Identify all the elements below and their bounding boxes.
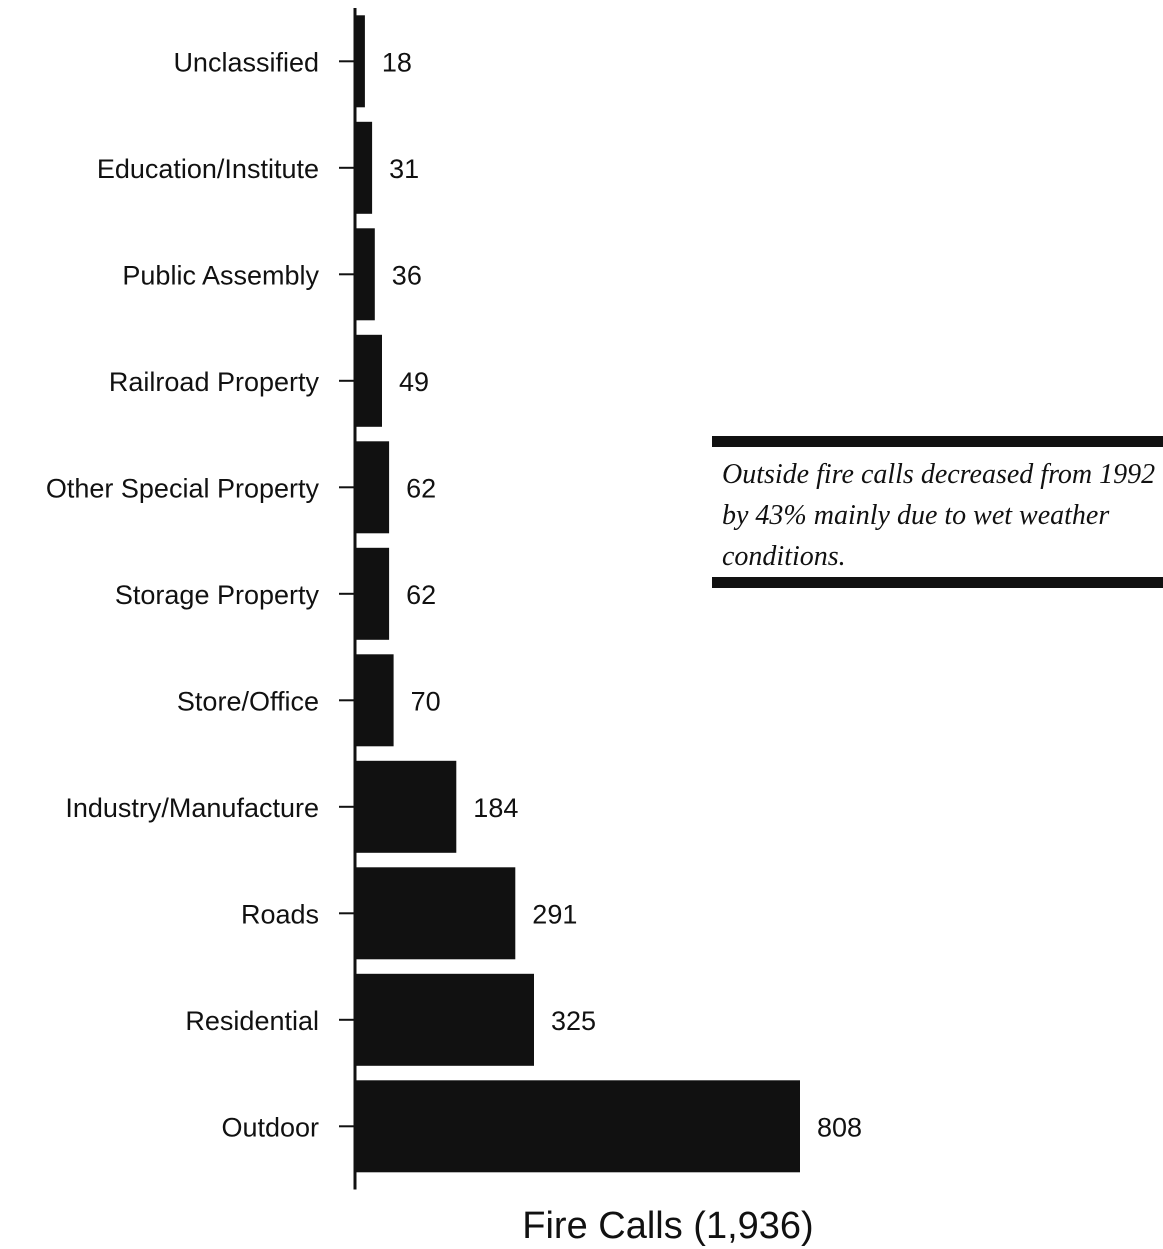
category-label-1: Education/Institute — [97, 154, 319, 184]
category-label-3: Railroad Property — [109, 367, 320, 397]
value-label-5: 62 — [406, 580, 436, 610]
category-label-2: Public Assembly — [122, 260, 319, 290]
category-label-8: Roads — [241, 899, 319, 929]
value-label-2: 36 — [392, 260, 422, 290]
bar-8 — [355, 867, 516, 960]
value-label-9: 325 — [551, 1006, 596, 1036]
value-labels-group: 18 31 36 49 62 62 70 184 291 325 808 — [382, 47, 862, 1142]
category-label-6: Store/Office — [177, 686, 319, 716]
bar-9 — [355, 973, 534, 1066]
bar-3 — [355, 334, 382, 427]
value-label-10: 808 — [817, 1112, 862, 1142]
bar-1 — [355, 121, 373, 214]
category-label-7: Industry/Manufacture — [65, 793, 319, 823]
category-label-9: Residential — [185, 1006, 319, 1036]
annotation-text: Outside fire calls decreased from 1992 b… — [722, 459, 1156, 572]
bar-0 — [355, 15, 365, 108]
bars-group — [355, 15, 800, 1173]
annotation-top-rule — [712, 436, 1163, 447]
annotation-box: Outside fire calls decreased from 1992 b… — [712, 436, 1163, 588]
value-label-3: 49 — [399, 367, 429, 397]
annotation-bottom-rule — [712, 577, 1163, 588]
value-label-1: 31 — [389, 154, 419, 184]
x-axis-title: Fire Calls (1,936) — [522, 1205, 813, 1247]
value-label-0: 18 — [382, 47, 412, 77]
bar-5 — [355, 547, 390, 640]
ticks-group — [339, 60, 355, 1128]
category-label-0: Unclassified — [173, 47, 319, 77]
category-label-4: Other Special Property — [46, 473, 320, 503]
value-label-4: 62 — [406, 473, 436, 503]
bar-4 — [355, 441, 390, 534]
value-label-7: 184 — [473, 793, 518, 823]
category-label-5: Storage Property — [115, 580, 320, 610]
bar-7 — [355, 760, 457, 853]
category-label-10: Outdoor — [221, 1112, 319, 1142]
value-label-8: 291 — [532, 899, 577, 929]
bar-10 — [355, 1080, 800, 1173]
bar-6 — [355, 654, 394, 747]
value-label-6: 70 — [411, 686, 441, 716]
bar-2 — [355, 228, 375, 321]
category-labels-group: Unclassified Education/Institute Public As… — [46, 47, 320, 1142]
